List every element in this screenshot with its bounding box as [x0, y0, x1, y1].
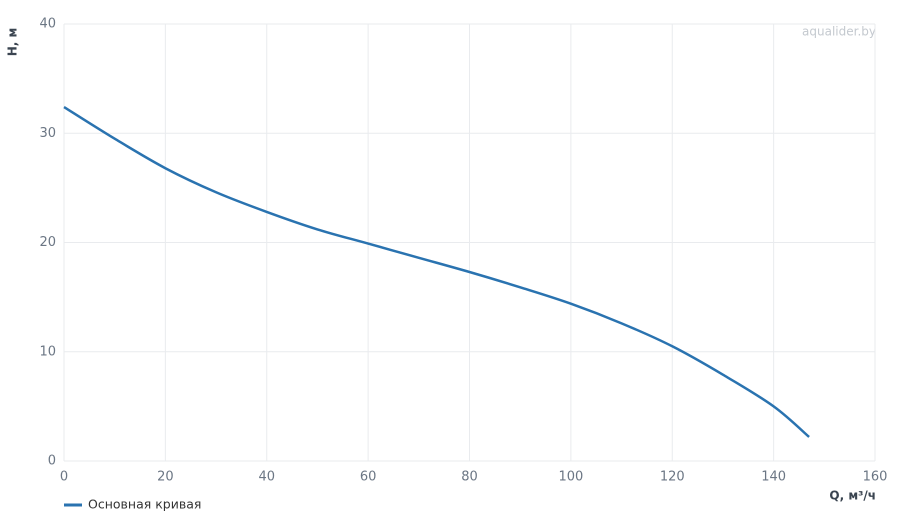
- x-tick-label: 60: [360, 470, 377, 485]
- x-tick-label: 140: [761, 470, 786, 485]
- y-tick-label: 40: [39, 17, 56, 32]
- x-tick-label: 100: [558, 470, 583, 485]
- x-tick-label: 160: [863, 470, 888, 485]
- line-series: [63, 105, 810, 438]
- x-tick-label: 0: [60, 470, 68, 485]
- y-tick-label: 30: [39, 126, 56, 141]
- x-axis-label: Q, м³/ч: [829, 489, 876, 503]
- x-tick-label: 120: [660, 470, 685, 485]
- y-tick-label: 10: [39, 344, 56, 359]
- y-axis-label: H, м: [6, 28, 20, 57]
- y-tick-label: 20: [39, 235, 56, 250]
- watermark: aqualider.by: [802, 25, 876, 39]
- x-tick-label: 20: [157, 470, 174, 485]
- x-tick-label: 40: [258, 470, 275, 485]
- legend-label: Основная кривая: [88, 497, 201, 512]
- y-tick-label: 0: [48, 454, 56, 469]
- x-tick-label: 80: [461, 470, 478, 485]
